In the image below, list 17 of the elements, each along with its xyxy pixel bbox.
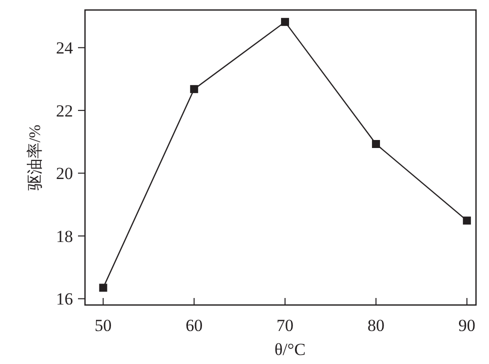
x-tick-label: 70 (276, 316, 294, 335)
point (372, 140, 380, 148)
y-axis-title: 驱油率/% (26, 124, 44, 190)
x-axis-title: θ/°C (274, 340, 306, 359)
y-tick-label: 24 (56, 38, 74, 58)
y-tick-label: 18 (56, 226, 73, 246)
x-tick-label: 90 (458, 316, 476, 335)
y-tick-label: 22 (56, 101, 73, 120)
x-tick-label: 50 (94, 316, 112, 335)
point (281, 18, 290, 26)
point (462, 216, 471, 225)
y-tick-label: 20 (56, 164, 73, 184)
y-tick-label: 16 (56, 290, 73, 309)
x-tick-label: 60 (186, 316, 203, 335)
point (190, 85, 198, 94)
point (99, 284, 108, 292)
x-tick-label: 80 (367, 316, 384, 335)
